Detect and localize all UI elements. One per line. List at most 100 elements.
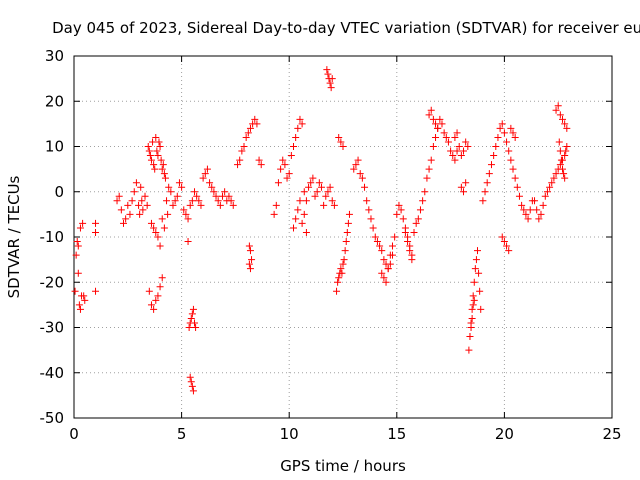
data-point (378, 269, 386, 277)
data-point (79, 219, 87, 227)
data-point (136, 210, 144, 218)
data-point (188, 310, 196, 318)
data-point (160, 224, 168, 232)
data-point (342, 238, 350, 246)
data-point (427, 106, 435, 114)
data-point (126, 210, 134, 218)
data-point (73, 238, 81, 246)
data-point (511, 174, 519, 182)
data-point (559, 165, 567, 173)
data-point (146, 152, 154, 160)
data-point (72, 251, 80, 259)
data-point (380, 256, 388, 264)
data-point (92, 219, 100, 227)
data-point (455, 143, 463, 150)
data-point (164, 210, 172, 218)
data-point (175, 179, 183, 187)
data-point (340, 256, 348, 264)
data-point (311, 192, 319, 200)
data-point (388, 242, 396, 250)
data-point (339, 260, 347, 268)
data-point (363, 197, 371, 205)
data-point (290, 224, 298, 232)
data-point (449, 152, 457, 160)
data-point (339, 143, 347, 150)
data-point (410, 228, 418, 236)
data-point (427, 156, 435, 164)
data-point (469, 292, 477, 300)
data-point (543, 188, 551, 196)
data-point (184, 238, 192, 246)
data-point (315, 179, 323, 187)
data-point (272, 201, 280, 209)
data-point (173, 192, 181, 200)
data-point (561, 120, 569, 128)
data-point (509, 165, 517, 173)
x-tick-label: 0 (69, 425, 79, 443)
y-tick-label: 10 (45, 138, 64, 156)
data-point (158, 165, 166, 173)
data-point (511, 133, 519, 141)
data-point (550, 174, 558, 182)
data-point (227, 197, 235, 205)
data-point (212, 192, 220, 200)
data-point (130, 188, 138, 196)
data-point (302, 228, 310, 236)
data-point (138, 197, 146, 205)
data-point (208, 183, 216, 191)
data-point (197, 201, 205, 209)
data-point (371, 233, 379, 241)
data-point (160, 170, 168, 178)
data-point (432, 120, 440, 128)
data-point (395, 201, 403, 209)
data-point (141, 192, 149, 200)
data-point (320, 201, 328, 209)
x-tick-label: 15 (387, 425, 406, 443)
data-point (556, 111, 564, 119)
data-point (158, 215, 166, 223)
data-point (115, 192, 123, 200)
data-point (436, 115, 444, 123)
data-point (500, 129, 508, 137)
data-point (184, 215, 192, 223)
data-point (188, 382, 196, 390)
data-point (373, 238, 381, 246)
data-point (470, 278, 478, 286)
data-point (156, 143, 164, 150)
data-point (481, 188, 489, 196)
data-point (378, 247, 386, 255)
data-point (296, 197, 304, 205)
data-point (236, 156, 244, 164)
x-axis-label: GPS time / hours (280, 457, 406, 475)
data-point (154, 233, 162, 241)
data-point (305, 183, 313, 191)
data-point (337, 265, 345, 273)
data-point (531, 197, 539, 205)
data-point (369, 224, 377, 232)
data-point (333, 287, 341, 295)
data-point (457, 152, 465, 160)
data-point (444, 138, 452, 146)
data-point (533, 206, 541, 214)
data-point (552, 106, 560, 114)
data-point (245, 260, 253, 268)
data-point (328, 197, 336, 205)
data-point (279, 156, 287, 164)
data-point (503, 242, 511, 250)
data-point (464, 143, 472, 150)
data-point (425, 111, 433, 119)
data-point (384, 265, 392, 273)
data-point (376, 242, 384, 250)
data-point (246, 247, 254, 255)
data-point (229, 201, 237, 209)
data-point (494, 133, 502, 141)
data-point (158, 274, 166, 282)
data-point (526, 206, 534, 214)
data-point (487, 161, 495, 169)
data-point (341, 247, 349, 255)
data-point (298, 219, 306, 227)
data-point (490, 152, 498, 160)
data-point (554, 102, 562, 110)
data-point (74, 242, 82, 250)
data-point (327, 84, 335, 92)
